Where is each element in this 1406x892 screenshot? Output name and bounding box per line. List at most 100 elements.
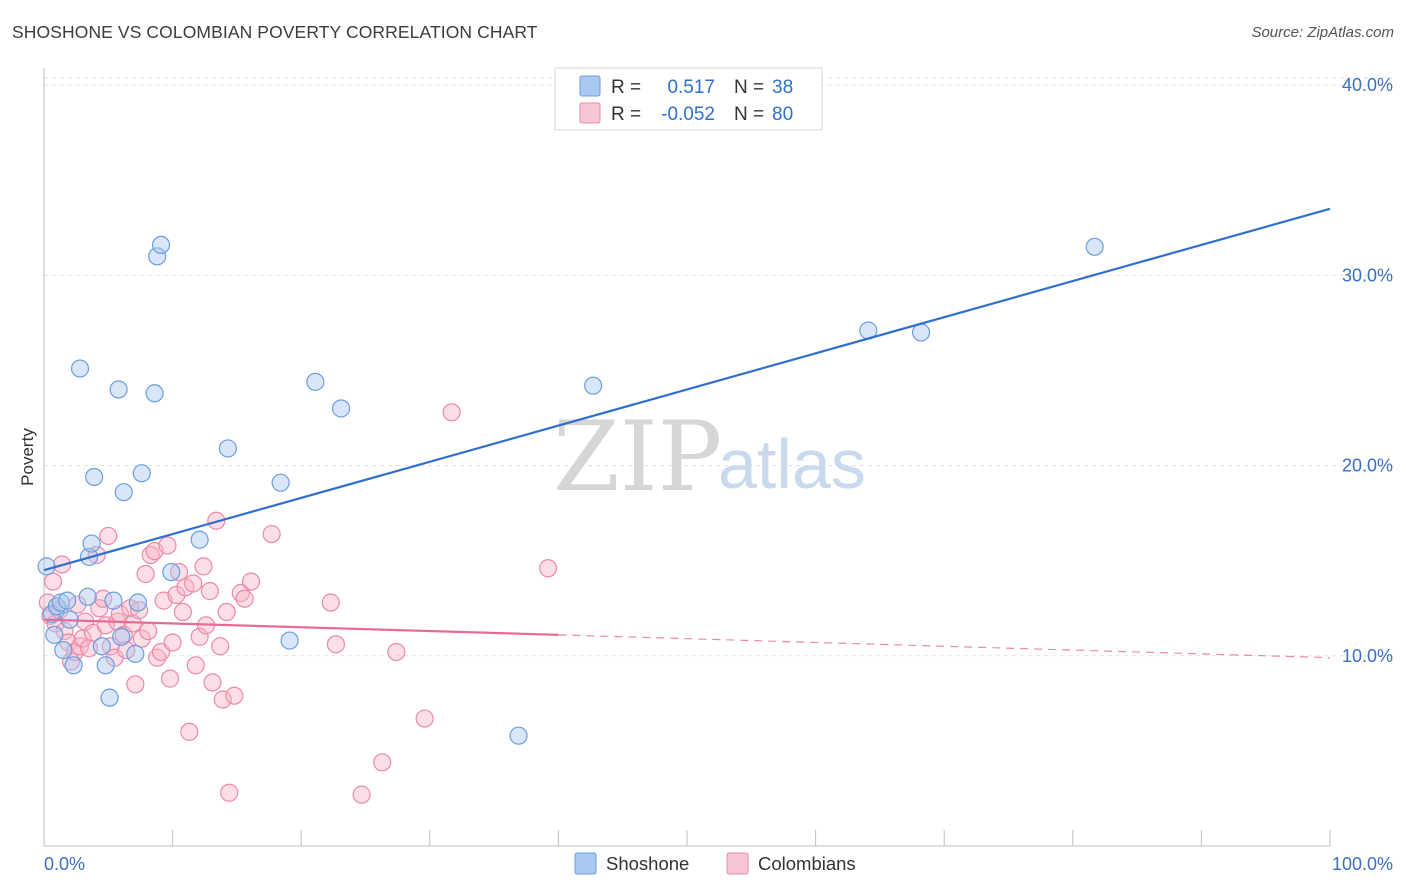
colombian-point: [217, 602, 236, 622]
y-tick-label: 30.0%: [1342, 265, 1393, 285]
shoshone-point: [331, 399, 351, 418]
colombian-point: [126, 675, 145, 694]
y-tick-label: 20.0%: [1342, 456, 1393, 476]
colombian-point: [43, 572, 63, 591]
shoshone-point: [190, 530, 209, 549]
watermark-zip: ZIP: [553, 401, 722, 513]
colombian-point: [130, 601, 149, 620]
colombian-point: [117, 640, 136, 660]
shoshone-n-label: N =: [734, 77, 764, 98]
shoshone-point: [128, 593, 147, 612]
colombian-r-label: R =: [611, 104, 641, 125]
colombian-point: [225, 686, 244, 705]
bottom-legend-shoshone-label: Shoshone: [606, 853, 689, 874]
bottom-legend-shoshone-swatch: [574, 852, 597, 875]
shoshone-point: [85, 467, 104, 487]
shoshone-points: [37, 235, 1104, 745]
shoshone-trend-line: [43, 207, 1331, 572]
y-tick-label: 10.0%: [1342, 646, 1393, 666]
colombian-point: [415, 709, 434, 728]
colombian-point: [220, 783, 239, 802]
colombian-r-value: -0.052: [661, 104, 715, 125]
shoshone-point: [132, 464, 151, 483]
bottom-legend: Shoshone Colombians: [574, 852, 856, 875]
shoshone-point: [271, 473, 290, 492]
y-tick-labels: 10.0% 20.0% 30.0% 40.0%: [1342, 75, 1393, 666]
shoshone-point: [64, 656, 83, 675]
colombian-point: [169, 562, 189, 582]
colombian-point: [190, 627, 209, 646]
colombian-n-label: N =: [734, 104, 764, 125]
shoshone-point: [96, 656, 115, 675]
watermark: ZIP atlas: [553, 401, 866, 513]
colombian-swatch: [579, 102, 601, 124]
colombian-point: [163, 633, 182, 652]
colombian-point: [132, 629, 151, 648]
shoshone-r-label: R =: [611, 77, 641, 98]
colombian-point: [139, 621, 158, 641]
colombian-point: [186, 656, 205, 675]
colombian-point: [539, 559, 558, 578]
shoshone-point: [109, 380, 128, 399]
shoshone-point: [54, 640, 73, 660]
shoshone-point: [78, 587, 97, 606]
shoshone-point: [509, 726, 528, 745]
colombian-point: [352, 785, 371, 804]
shoshone-point: [148, 247, 167, 266]
shoshone-point: [82, 534, 101, 553]
colombian-point: [90, 599, 109, 618]
colombian-point: [387, 642, 406, 662]
colombian-point: [241, 572, 261, 591]
shoshone-point: [151, 235, 171, 255]
colombian-point: [262, 524, 281, 544]
shoshone-point: [58, 591, 77, 610]
shoshone-point: [45, 625, 64, 644]
shoshone-point: [112, 627, 131, 646]
colombian-point: [173, 602, 192, 622]
colombian-point: [180, 722, 199, 741]
shoshone-r-value: 0.517: [667, 77, 715, 98]
colombian-point: [373, 753, 392, 772]
x-ticks: [43, 830, 1331, 846]
trend-lines: [43, 207, 1331, 659]
shoshone-point: [92, 637, 111, 656]
y-axis-title: Poverty: [18, 428, 37, 486]
colombian-point: [194, 557, 213, 576]
bottom-legend-colombian-swatch: [726, 852, 749, 875]
shoshone-swatch: [579, 75, 601, 97]
colombian-point: [184, 574, 203, 593]
shoshone-point: [104, 591, 123, 610]
shoshone-point: [306, 372, 325, 391]
colombian-point: [211, 637, 230, 656]
watermark-atlas: atlas: [718, 425, 866, 503]
colombian-point: [326, 635, 346, 654]
shoshone-point: [1085, 237, 1104, 256]
colombian-point: [321, 593, 340, 612]
colombian-point: [158, 536, 177, 555]
shoshone-point: [162, 562, 181, 582]
colombian-point: [55, 621, 74, 641]
stats-legend: R = 0.517 N = 38 R = -0.052 N = 80: [554, 67, 823, 131]
colombian-point: [203, 673, 222, 692]
shoshone-point: [218, 439, 237, 458]
colombian-point: [200, 582, 219, 601]
colombian-trend-line: [43, 618, 559, 636]
shoshone-point: [37, 557, 56, 576]
colombian-point: [235, 589, 254, 608]
colombian-point: [442, 403, 461, 422]
colombian-point: [213, 690, 232, 709]
shoshone-n-value: 38: [772, 77, 793, 98]
colombian-trend-line-dashed: [558, 634, 1331, 659]
shoshone-point: [100, 688, 119, 707]
x-tick-label-max: 100.0%: [1332, 854, 1393, 874]
colombian-point: [160, 669, 180, 688]
y-tick-label: 40.0%: [1342, 75, 1393, 95]
shoshone-point: [584, 376, 603, 395]
gridlines: [44, 77, 1393, 657]
shoshone-point: [70, 359, 90, 378]
bottom-legend-colombian-label: Colombians: [758, 853, 856, 874]
shoshone-point: [280, 631, 299, 650]
chart-source: Source: ZipAtlas.com: [1251, 24, 1394, 41]
shoshone-point: [126, 644, 145, 663]
